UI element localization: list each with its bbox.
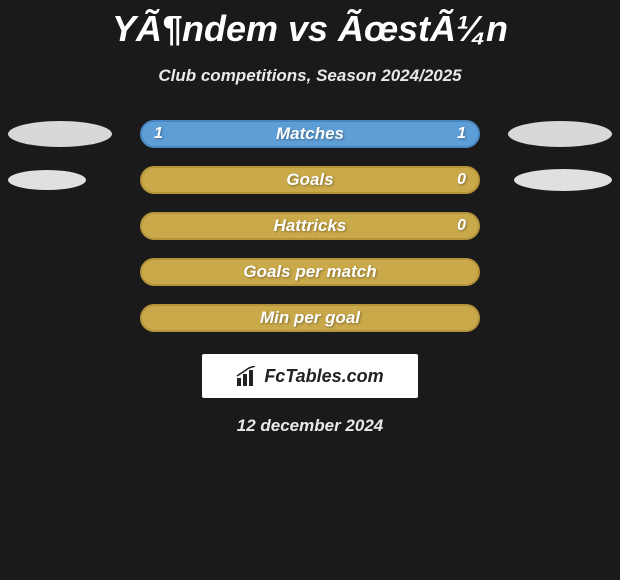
stat-label: Matches xyxy=(276,124,344,144)
logo-box: FcTables.com xyxy=(202,354,418,398)
logo-text: FcTables.com xyxy=(264,366,383,387)
stat-right-value: 0 xyxy=(457,217,466,235)
stat-label: Min per goal xyxy=(260,308,360,328)
subtitle: Club competitions, Season 2024/2025 xyxy=(158,66,461,86)
left-oval xyxy=(8,121,112,147)
stat-label: Goals xyxy=(286,170,333,190)
stat-bar: 1 Matches 1 xyxy=(140,120,480,148)
right-oval xyxy=(514,169,612,191)
stat-row: Min per goal xyxy=(0,304,620,332)
stat-label: Goals per match xyxy=(243,262,376,282)
page-title: YÃ¶ndem vs ÃœstÃ¼n xyxy=(112,8,508,50)
stats-rows: 1 Matches 1 Goals 0 Hattricks 0 Goals per match… xyxy=(0,120,620,332)
stat-row: Goals per match xyxy=(0,258,620,286)
stat-bar: Goals per match xyxy=(140,258,480,286)
left-oval xyxy=(8,170,86,190)
date-text: 12 december 2024 xyxy=(237,416,384,436)
chart-icon xyxy=(236,366,260,386)
stat-row: Hattricks 0 xyxy=(0,212,620,240)
stat-label: Hattricks xyxy=(274,216,347,236)
stat-row: 1 Matches 1 xyxy=(0,120,620,148)
stat-bar: Goals 0 xyxy=(140,166,480,194)
stat-right-value: 0 xyxy=(457,171,466,189)
stat-left-value: 1 xyxy=(154,125,163,143)
stat-bar: Hattricks 0 xyxy=(140,212,480,240)
stat-bar: Min per goal xyxy=(140,304,480,332)
right-oval xyxy=(508,121,612,147)
stat-row: Goals 0 xyxy=(0,166,620,194)
stat-right-value: 1 xyxy=(457,125,466,143)
